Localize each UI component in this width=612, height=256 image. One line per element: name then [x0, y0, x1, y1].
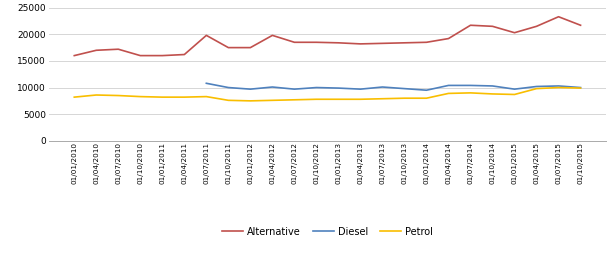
Alternative	[70, 54, 78, 57]
Petrol	[159, 95, 166, 99]
Alternative	[335, 41, 342, 44]
Diesel	[379, 86, 386, 89]
Petrol	[401, 97, 408, 100]
Petrol	[555, 86, 562, 89]
Petrol	[313, 98, 320, 101]
Diesel	[313, 86, 320, 89]
Alternative	[401, 41, 408, 44]
Petrol	[70, 95, 78, 99]
Line: Alternative: Alternative	[74, 17, 581, 56]
Diesel	[445, 84, 452, 87]
Alternative	[445, 37, 452, 40]
Petrol	[291, 98, 298, 101]
Petrol	[181, 95, 188, 99]
Alternative	[357, 42, 364, 45]
Diesel	[335, 87, 342, 90]
Alternative	[159, 54, 166, 57]
Petrol	[269, 99, 276, 102]
Petrol	[577, 87, 584, 90]
Petrol	[533, 87, 540, 90]
Petrol	[467, 91, 474, 94]
Petrol	[357, 98, 364, 101]
Line: Petrol: Petrol	[74, 88, 581, 101]
Alternative	[92, 49, 100, 52]
Petrol	[511, 93, 518, 96]
Diesel	[577, 86, 584, 89]
Petrol	[335, 98, 342, 101]
Alternative	[467, 24, 474, 27]
Diesel	[533, 85, 540, 88]
Petrol	[247, 99, 254, 102]
Diesel	[511, 88, 518, 91]
Alternative	[247, 46, 254, 49]
Petrol	[489, 92, 496, 95]
Alternative	[555, 15, 562, 18]
Alternative	[136, 54, 144, 57]
Diesel	[291, 88, 298, 91]
Diesel	[357, 88, 364, 91]
Petrol	[92, 93, 100, 97]
Line: Diesel: Diesel	[206, 83, 581, 90]
Diesel	[203, 82, 210, 85]
Alternative	[511, 31, 518, 34]
Alternative	[313, 41, 320, 44]
Alternative	[114, 48, 122, 51]
Diesel	[467, 84, 474, 87]
Petrol	[445, 92, 452, 95]
Diesel	[247, 88, 254, 91]
Alternative	[423, 41, 430, 44]
Diesel	[269, 86, 276, 89]
Petrol	[379, 97, 386, 100]
Legend: Alternative, Diesel, Petrol: Alternative, Diesel, Petrol	[218, 223, 437, 241]
Alternative	[577, 24, 584, 27]
Petrol	[423, 97, 430, 100]
Petrol	[114, 94, 122, 97]
Alternative	[269, 34, 276, 37]
Diesel	[401, 87, 408, 90]
Diesel	[489, 84, 496, 88]
Alternative	[225, 46, 232, 49]
Diesel	[555, 84, 562, 88]
Alternative	[181, 53, 188, 56]
Petrol	[136, 95, 144, 98]
Alternative	[379, 42, 386, 45]
Alternative	[203, 34, 210, 37]
Alternative	[533, 25, 540, 28]
Alternative	[489, 25, 496, 28]
Diesel	[423, 89, 430, 92]
Alternative	[291, 41, 298, 44]
Diesel	[225, 86, 232, 89]
Petrol	[203, 95, 210, 98]
Petrol	[225, 99, 232, 102]
